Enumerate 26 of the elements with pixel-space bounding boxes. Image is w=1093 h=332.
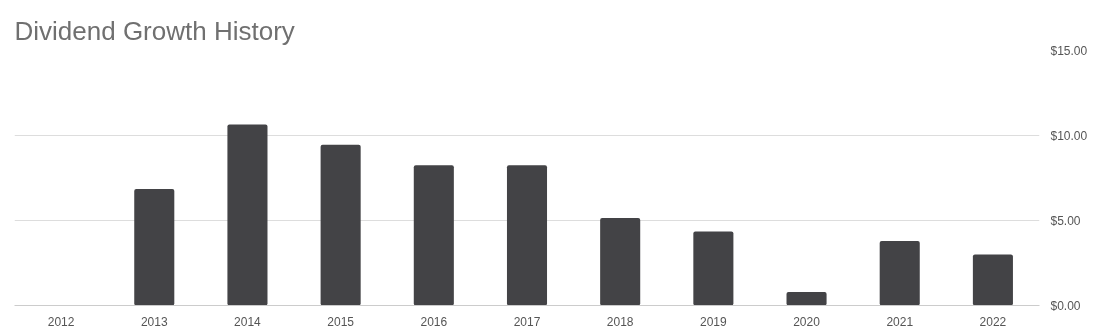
x-tick-label: 2017	[513, 314, 541, 329]
bar	[786, 291, 827, 306]
y-tick-label: $15.00	[1050, 43, 1088, 58]
bar	[413, 165, 454, 306]
x-tick-label: 2021	[886, 314, 914, 329]
bar	[879, 240, 920, 306]
bar	[134, 189, 175, 306]
x-tick-label: 2015	[327, 314, 355, 329]
x-tick-label: 2012	[47, 314, 75, 329]
x-tick-label: 2016	[420, 314, 448, 329]
y-tick-label: $5.00	[1050, 213, 1081, 228]
x-tick-label: 2022	[979, 314, 1007, 329]
bar	[320, 144, 361, 306]
bar	[693, 231, 734, 306]
x-tick-label: 2018	[606, 314, 634, 329]
bar	[227, 124, 268, 306]
bar	[506, 165, 548, 306]
chart-title: Dividend Growth History	[14, 15, 295, 46]
bar	[600, 217, 641, 306]
x-tick-label: 2020	[793, 314, 821, 329]
y-tick-label: $10.00	[1050, 128, 1088, 143]
x-tick-label: 2019	[700, 314, 728, 329]
x-tick-label: 2014	[234, 314, 262, 329]
x-tick-label: 2013	[140, 314, 168, 329]
y-tick-label: $0.00	[1050, 298, 1081, 313]
bar	[972, 254, 1013, 306]
